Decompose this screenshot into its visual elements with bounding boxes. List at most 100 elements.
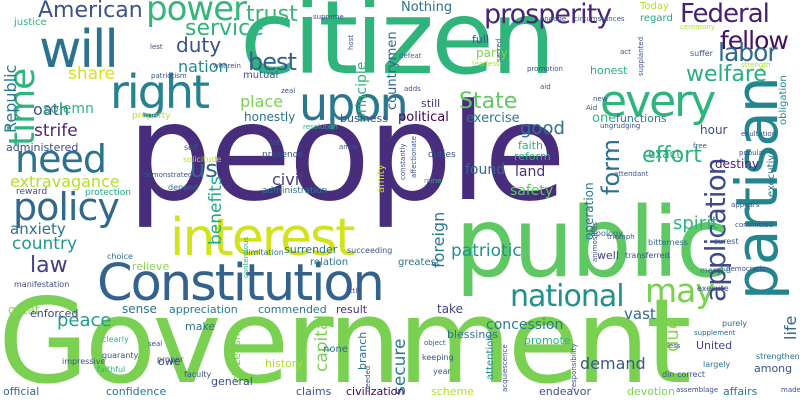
word-claims: claims: [296, 385, 332, 398]
word-none: none: [323, 344, 348, 355]
word-today: Today: [640, 1, 669, 12]
word-made: made: [781, 386, 800, 394]
word-proper: proper: [157, 355, 184, 364]
word-us: us: [190, 155, 218, 183]
word-countrymen: countrymen: [385, 31, 400, 110]
word-place: place: [240, 92, 284, 111]
word-life: life: [781, 315, 800, 340]
word-duty: duty: [176, 33, 222, 57]
word-let: let: [270, 138, 281, 147]
word-federal: Federal: [680, 0, 770, 29]
word-democratic: democratic: [726, 265, 766, 273]
word-limitation: limitation: [246, 248, 284, 257]
word-ceremony: ceremony: [680, 23, 715, 31]
word-merged: merged: [700, 266, 731, 275]
word-attendant: attendant: [614, 170, 649, 178]
word-demand: demand: [580, 354, 646, 373]
word-zeal: zeal: [281, 87, 296, 95]
word-constitution: Constitution: [97, 254, 385, 313]
word-regard: regard: [640, 13, 673, 24]
word-suffer: suffer: [690, 49, 713, 58]
word-full: full: [472, 33, 489, 46]
word-depend: depend: [168, 183, 199, 192]
word-best: best: [248, 48, 297, 76]
word-found: found: [465, 162, 506, 178]
word-affectionate: affectionate: [410, 135, 418, 178]
word-national: national: [510, 279, 625, 314]
word-american: American: [38, 0, 143, 23]
word-exultation: exultation: [741, 130, 777, 138]
word-transferred: transferred: [625, 251, 670, 260]
word-seal: seal: [148, 340, 163, 348]
word-needed: needed: [364, 365, 372, 392]
word-new: new: [593, 95, 608, 103]
word-vast: vast: [624, 305, 656, 323]
word-effort: effort: [642, 143, 702, 168]
word-labor: labor: [718, 38, 778, 67]
word-enforced: enforced: [30, 307, 79, 320]
word-anxiety: anxiety: [10, 220, 66, 238]
word-promotion: promotion: [527, 65, 563, 73]
word-right: right: [110, 65, 210, 119]
word-surrender: surrender: [284, 243, 338, 256]
word-self: self: [184, 143, 199, 152]
word-good: good: [520, 118, 565, 139]
word-take: take: [437, 302, 463, 316]
word-still: still: [421, 97, 441, 110]
word-general: general: [211, 375, 253, 388]
word-appears: appears: [731, 201, 760, 209]
word-correct: correct: [677, 370, 706, 379]
word-every: every: [600, 76, 716, 127]
word-execute: execute: [697, 284, 729, 293]
word-form: form: [597, 139, 625, 195]
word-result: result: [336, 303, 368, 316]
word-little: little: [346, 287, 362, 295]
word-relieve: relieve: [132, 260, 170, 273]
word-civil: civil: [272, 170, 304, 189]
word-sacred: sacred: [495, 38, 503, 62]
word-committed: committed: [735, 221, 773, 229]
word-presence: presence: [262, 150, 304, 160]
word-clearly: clearly: [102, 335, 129, 344]
word-upon: upon: [299, 77, 409, 131]
word-will: will: [39, 20, 119, 80]
word-appreciation: appreciation: [169, 303, 238, 316]
word-largely: largely: [703, 360, 731, 369]
word-honestly: honestly: [244, 110, 296, 124]
word-nation: nation: [178, 57, 229, 76]
word-duties: duties: [428, 150, 456, 160]
word-executive: executive: [766, 148, 777, 197]
word-nothing: Nothing: [401, 0, 453, 15]
word-endeavor: endeavor: [539, 385, 591, 398]
word-justice: justice: [14, 17, 47, 28]
word-blessings: blessings: [447, 328, 499, 341]
word-exact: exact: [648, 147, 681, 161]
word-supplement: supplement: [694, 329, 736, 337]
word-trust: trust: [246, 2, 298, 27]
word-popular: popular: [739, 149, 766, 157]
word-anew: anew: [339, 143, 358, 151]
word-owe: owe: [158, 355, 181, 368]
word-solemn: solemn: [43, 101, 94, 117]
word-din: din: [662, 370, 675, 379]
word-bitterness: bitterness: [648, 238, 688, 247]
word-mine: mine: [424, 177, 442, 185]
word-patriotism: patriotism: [151, 72, 187, 80]
word-reward: reward: [16, 187, 48, 197]
word-choice: choice: [107, 252, 133, 261]
word-host: host: [347, 34, 355, 50]
word-history: history: [265, 357, 303, 370]
word-destiny: destiny: [715, 157, 759, 171]
word-impressive: impressive: [62, 357, 106, 366]
word-hour: hour: [700, 123, 728, 137]
word-prosperity: prosperity: [484, 0, 612, 30]
word-surest: surest: [714, 237, 739, 246]
word-aid-capital: Aid: [586, 104, 598, 112]
word-obligation: obligation: [778, 75, 789, 125]
word-spirit: spirit: [673, 213, 719, 234]
word-faculty: faculty: [184, 370, 212, 379]
word-country: country: [12, 234, 78, 254]
word-wherein: wherein: [213, 62, 241, 70]
word-benefits: benefits: [206, 176, 226, 245]
word-party: party: [476, 46, 508, 60]
